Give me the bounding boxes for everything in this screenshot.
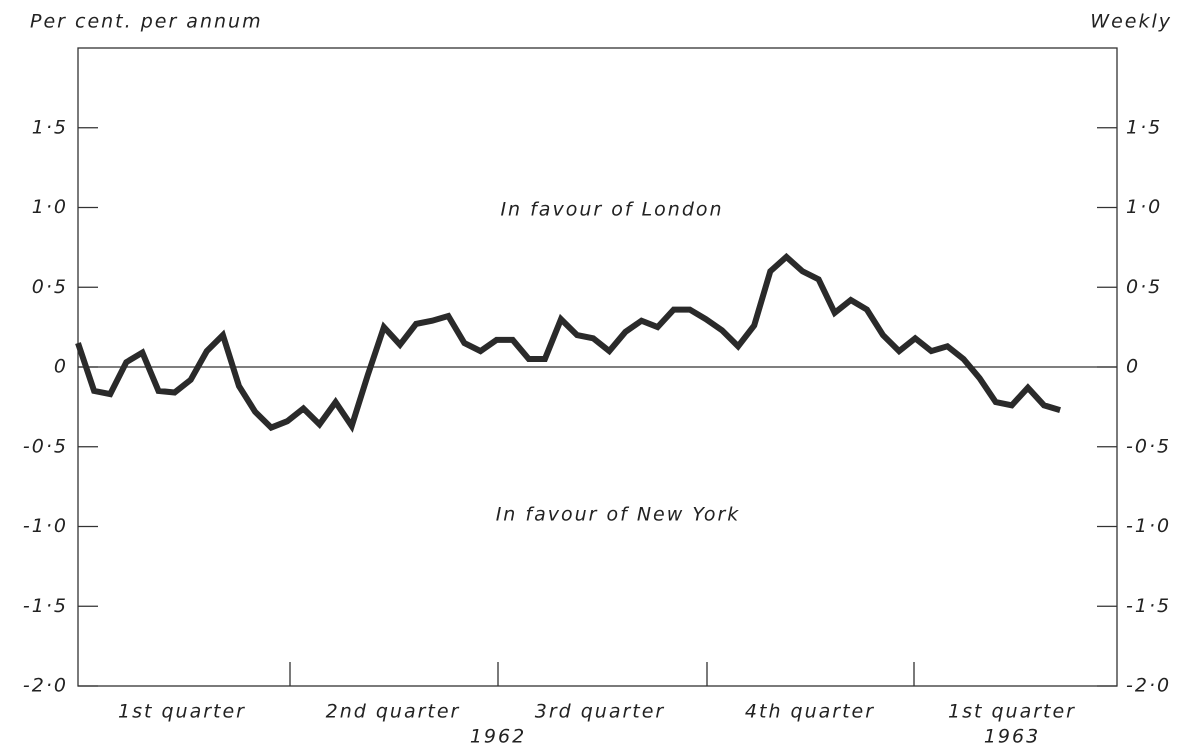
y-tick-label: 0 — [54, 356, 68, 378]
quarter-label: 1st quarter — [948, 701, 1076, 723]
y2-tick-label: 1·5 — [1126, 116, 1162, 138]
year-label: 1962 — [470, 726, 526, 748]
y2-axis-label: Weekly — [1090, 11, 1172, 33]
annotation: In favour of New York — [496, 504, 741, 526]
y2-tick-label: -1·5 — [1126, 595, 1171, 617]
y2-tick-label: -1·0 — [1126, 515, 1171, 537]
annotation: In favour of London — [500, 199, 723, 221]
y-tick-label: -1·0 — [23, 515, 68, 537]
y-tick-label: -1·5 — [23, 595, 68, 617]
y-tick-label: 1·0 — [32, 196, 68, 218]
quarter-label: 2nd quarter — [326, 701, 461, 723]
y-tick-label: -2·0 — [23, 675, 68, 697]
quarter-label: 4th quarter — [745, 701, 875, 723]
y2-tick-label: 0·5 — [1126, 276, 1162, 298]
quarter-label: 1st quarter — [118, 701, 246, 723]
y2-tick-label: -0·5 — [1126, 435, 1171, 457]
y2-tick-label: 0 — [1126, 356, 1140, 378]
y-tick-label: -0·5 — [23, 435, 68, 457]
series-line — [75, 252, 1061, 433]
y-tick-label: 1·5 — [32, 116, 68, 138]
quarter-label: 3rd quarter — [535, 701, 666, 723]
y-tick-label: 0·5 — [32, 276, 68, 298]
y2-tick-label: -2·0 — [1126, 675, 1171, 697]
y-axis-label: Per cent. per annum — [30, 11, 263, 33]
year-label: 1963 — [984, 726, 1040, 748]
y2-tick-label: 1·0 — [1126, 196, 1162, 218]
